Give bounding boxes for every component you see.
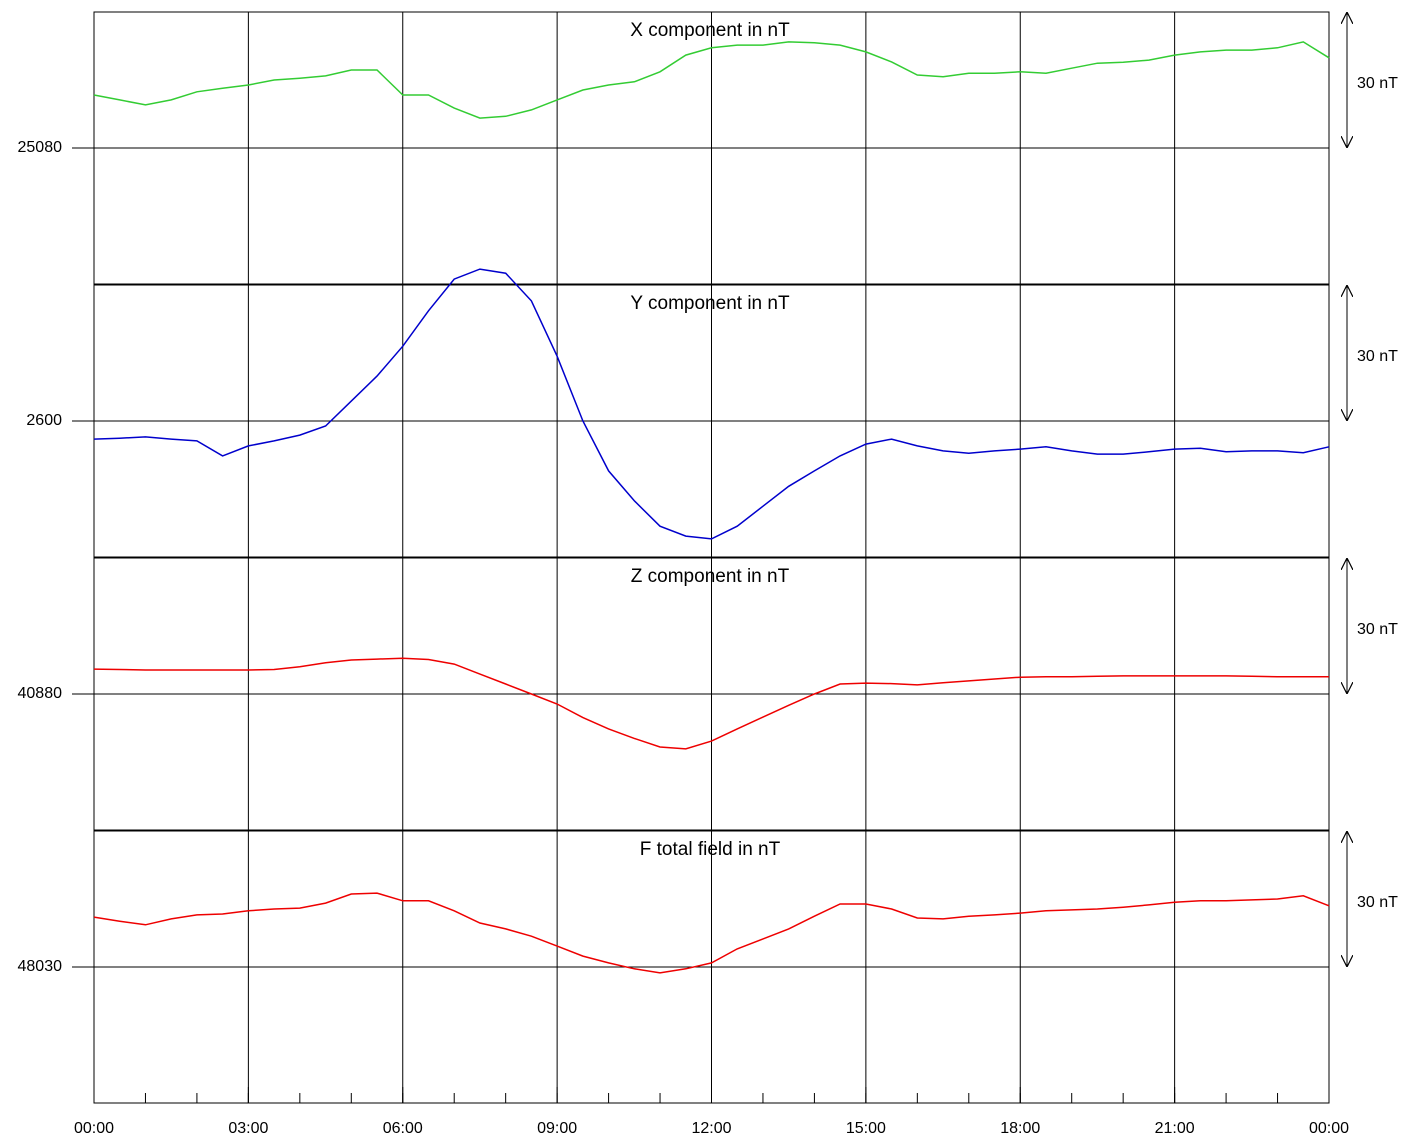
- y-tick-label: 2600: [26, 412, 62, 429]
- data-line: [93, 892, 1330, 974]
- scale-label: 30 nT: [1357, 75, 1398, 92]
- panel-title: Z component in nT: [631, 566, 790, 587]
- x-tick-label: 03:00: [228, 1120, 268, 1137]
- scale-label: 30 nT: [1357, 621, 1398, 638]
- x-tick-label: 00:00: [74, 1120, 114, 1137]
- data-line: [93, 657, 1329, 750]
- panel-title: Y component in nT: [630, 293, 790, 314]
- y-tick-label: 48030: [18, 958, 63, 975]
- scale-label: 30 nT: [1357, 894, 1398, 911]
- scale-label: 30 nT: [1357, 348, 1398, 365]
- x-tick-label: 00:00: [1309, 1120, 1349, 1137]
- panel-title: F total field in nT: [640, 839, 781, 860]
- data-line: [93, 41, 1330, 119]
- x-tick-label: 12:00: [691, 1120, 731, 1137]
- x-tick-label: 21:00: [1155, 1120, 1195, 1137]
- panel-title: X component in nT: [630, 20, 790, 41]
- y-tick-label: 25080: [18, 139, 63, 156]
- x-tick-label: 15:00: [846, 1120, 886, 1137]
- x-tick-label: 06:00: [383, 1120, 423, 1137]
- y-tick-label: 40880: [18, 685, 63, 702]
- x-tick-label: 18:00: [1000, 1120, 1040, 1137]
- x-tick-label: 09:00: [537, 1120, 577, 1137]
- data-line: [93, 268, 1330, 540]
